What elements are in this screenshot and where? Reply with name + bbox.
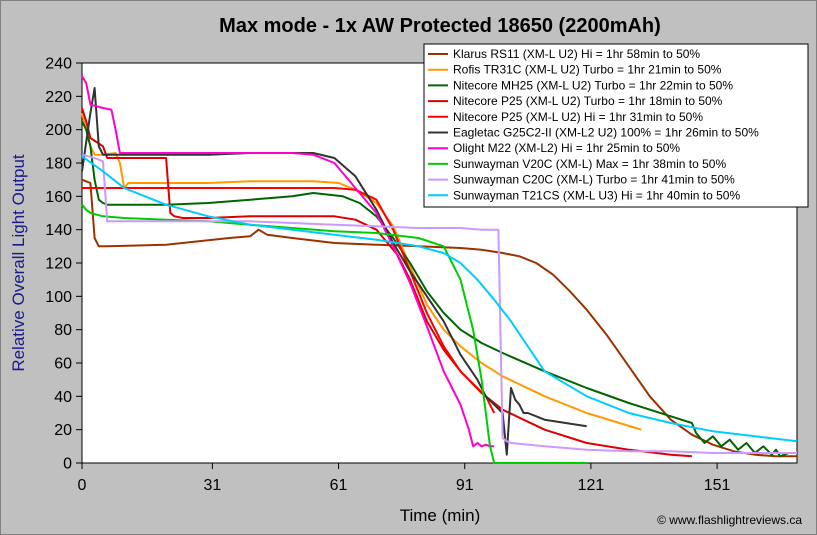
series-line-1 [81,178,797,458]
y-tick-label: 20 [54,422,72,439]
y-tick-label: 200 [45,122,72,139]
x-tick-label: 91 [456,477,474,494]
series-line-4 [81,107,692,458]
x-tick-label: 31 [203,477,221,494]
x-axis-label: Time (min) [400,506,481,525]
series-line-7 [81,75,495,448]
legend-entry: Olight M22 (XM-L2) Hi = 1hr 25min to 50% [453,141,680,155]
y-tick-label: 240 [45,56,72,73]
chart-title: Max mode - 1x AW Protected 18650 (2200mA… [219,15,661,37]
series-line-8 [81,204,587,464]
y-tick-label: 80 [54,322,72,339]
x-tick-label: 121 [578,477,605,494]
series-line-9 [81,153,797,454]
credit-text: © www.flashlightreviews.ca [657,513,802,527]
legend-entry: Eagletac G25C2-II (XM-L2 U2) 100% = 1hr … [453,126,759,140]
y-tick-label: 180 [45,156,72,173]
y-axis-label: Relative Overall Light Output [9,154,28,372]
x-tick-label: 151 [704,477,731,494]
series-layer [81,75,798,464]
y-tick-label: 0 [63,456,72,473]
legend-entry: Klarus RS11 (XM-L U2) Hi = 1hr 58min to … [453,47,700,61]
y-tick-label: 60 [54,356,72,373]
legend-entry: Rofis TR31C (XM-L U2) Turbo = 1hr 21min … [453,63,722,77]
y-tick-label: 220 [45,89,72,106]
legend-entry: Sunwayman C20C (XM-L) Turbo = 1hr 41min … [453,173,735,187]
legend: Klarus RS11 (XM-L U2) Hi = 1hr 58min to … [423,43,809,208]
y-tick-label: 40 [54,389,72,406]
series-line-3 [81,120,789,458]
series-line-5 [82,187,496,414]
series-line-6 [81,87,587,456]
y-tick-label: 100 [45,289,72,306]
legend-entry: Nitecore P25 (XM-L U2) Hi = 1hr 31min to… [453,110,703,124]
y-tick-label: 160 [45,189,72,206]
x-tick-label: 0 [78,477,87,494]
series-line-10 [81,155,798,443]
legend-entry: Sunwayman T21CS (XM-L U3) Hi = 1hr 40min… [453,188,740,202]
legend-entry: Nitecore MH25 (XM-L U2) Turbo = 1hr 22mi… [453,78,733,92]
legend-box [423,43,809,208]
legend-entry: Sunwayman V20C (XM-L) Max = 1hr 38min to… [453,157,726,171]
y-tick-label: 120 [45,256,72,273]
x-tick-label: 61 [330,477,348,494]
y-tick-label: 140 [45,222,72,239]
axes-layer: 0 20 40 60 80 100 120 140 160 180 200 220 240 0 31 61 91… [45,56,730,495]
legend-entry: Nitecore P25 (XM-L U2) Turbo = 1hr 18min… [453,94,723,108]
